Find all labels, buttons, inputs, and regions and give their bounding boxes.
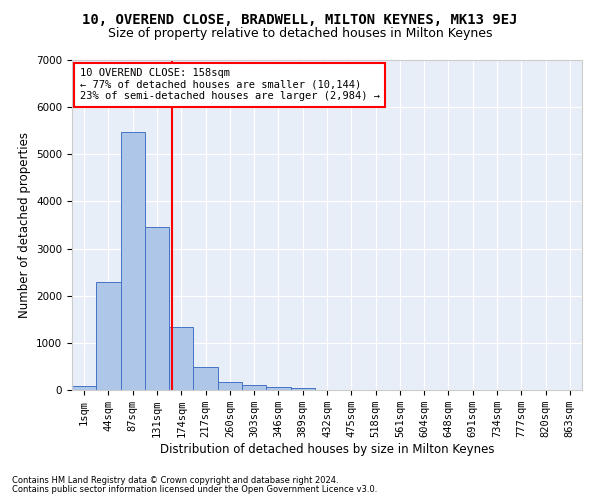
X-axis label: Distribution of detached houses by size in Milton Keynes: Distribution of detached houses by size … — [160, 443, 494, 456]
Bar — [193, 368, 218, 390]
Text: 10 OVEREND CLOSE: 158sqm
← 77% of detached houses are smaller (10,144)
23% of se: 10 OVEREND CLOSE: 158sqm ← 77% of detach… — [80, 68, 380, 102]
Bar — [169, 328, 193, 390]
Bar — [290, 388, 315, 390]
Bar — [72, 386, 96, 390]
Bar — [145, 228, 169, 390]
Text: Contains HM Land Registry data © Crown copyright and database right 2024.: Contains HM Land Registry data © Crown c… — [12, 476, 338, 485]
Bar — [96, 282, 121, 390]
Bar — [218, 382, 242, 390]
Y-axis label: Number of detached properties: Number of detached properties — [17, 132, 31, 318]
Bar — [121, 132, 145, 390]
Text: 10, OVEREND CLOSE, BRADWELL, MILTON KEYNES, MK13 9EJ: 10, OVEREND CLOSE, BRADWELL, MILTON KEYN… — [82, 12, 518, 26]
Bar — [242, 386, 266, 390]
Text: Size of property relative to detached houses in Milton Keynes: Size of property relative to detached ho… — [108, 28, 492, 40]
Bar — [266, 386, 290, 390]
Text: Contains public sector information licensed under the Open Government Licence v3: Contains public sector information licen… — [12, 485, 377, 494]
